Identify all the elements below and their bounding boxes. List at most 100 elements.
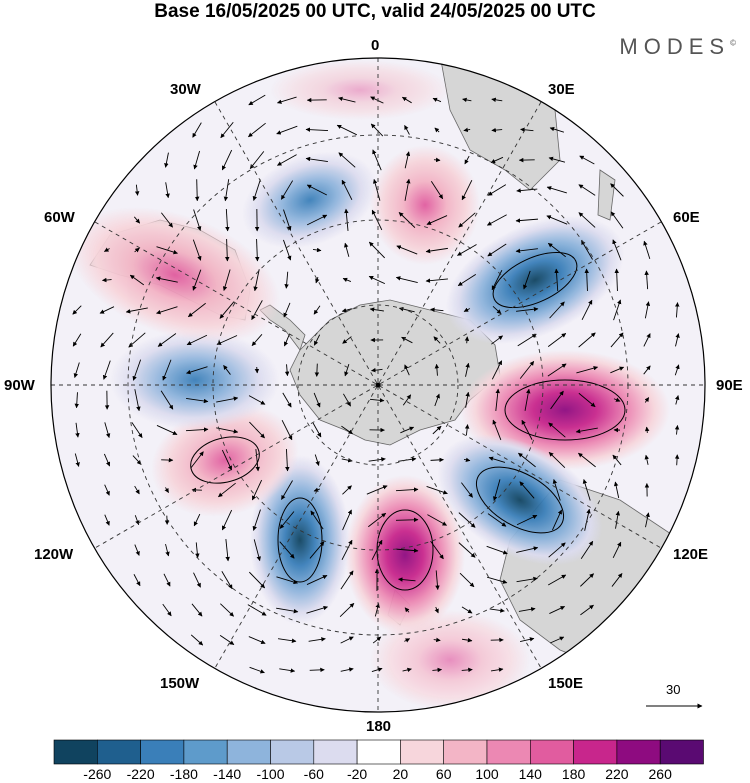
wind-vector xyxy=(102,360,111,380)
wind-vector xyxy=(434,363,440,376)
colorbar-tick-label: 220 xyxy=(605,766,629,782)
wind-vector xyxy=(342,509,352,531)
north-atlantic-ridge-anomaly xyxy=(270,60,450,120)
wind-vector xyxy=(674,454,680,466)
wind-vector xyxy=(486,214,507,226)
wind-vector xyxy=(341,308,352,313)
wind-vector xyxy=(156,425,178,435)
wind-vector xyxy=(74,453,80,467)
wind-vector xyxy=(432,425,442,435)
wind-vector xyxy=(219,301,235,319)
wind-vector xyxy=(249,421,265,439)
wind-vector xyxy=(492,306,502,314)
lon-label-90e: 90E xyxy=(716,377,743,394)
wind-vector xyxy=(313,487,321,492)
wind-vector xyxy=(221,449,233,471)
meridian-line xyxy=(214,101,542,669)
wind-vector xyxy=(644,397,650,403)
east-pacific-ridge-anomaly xyxy=(151,403,299,517)
wind-vector xyxy=(161,212,173,228)
wind-vector xyxy=(516,546,539,553)
wind-vector xyxy=(546,186,567,194)
wind-vector xyxy=(463,307,471,312)
colorbar-swatch xyxy=(486,739,531,765)
wind-vector xyxy=(613,481,620,499)
wind-vector xyxy=(305,127,329,132)
wind-vector xyxy=(434,393,440,407)
wind-vector xyxy=(340,667,354,672)
wind-vector xyxy=(103,453,111,467)
wind-vector xyxy=(461,179,473,201)
wind-vector xyxy=(253,539,261,562)
madagascar-land xyxy=(597,169,616,221)
wind-vector xyxy=(523,270,531,290)
colorbar-swatch xyxy=(659,739,704,765)
wind-vector xyxy=(338,96,356,103)
wind-vector xyxy=(491,269,503,291)
atlantic-trough-anomaly xyxy=(242,151,378,249)
wind-vector xyxy=(426,485,448,495)
wind-vector xyxy=(402,394,412,406)
north-pacific-ridge-anomaly xyxy=(370,610,530,710)
wind-vector xyxy=(547,363,567,377)
wind-vector xyxy=(134,544,140,556)
wind-vector xyxy=(548,452,566,468)
wind-vector xyxy=(550,636,565,644)
colorbar-tick-label: -260 xyxy=(83,766,111,782)
wind-vector xyxy=(72,305,82,315)
wind-vector xyxy=(219,634,235,646)
wind-vector xyxy=(191,603,203,617)
wind-vector xyxy=(517,333,537,347)
wind-vector xyxy=(404,178,411,201)
wind-vector xyxy=(254,366,260,374)
central-pacific-trough-anomaly xyxy=(250,455,350,625)
colorbar-tick-label: -20 xyxy=(347,766,367,782)
wind-vector xyxy=(221,570,233,590)
wind-vector xyxy=(404,125,410,135)
wind-vector xyxy=(279,541,295,559)
wind-vector xyxy=(276,96,297,104)
wind-vector xyxy=(255,449,260,472)
wind-vector xyxy=(223,365,231,375)
wind-vector xyxy=(524,388,531,411)
wind-vector xyxy=(576,365,599,374)
wind-vector xyxy=(340,636,354,644)
wind-vector xyxy=(282,392,292,408)
wind-vector xyxy=(575,427,598,434)
colorbar-swatch xyxy=(400,739,444,765)
wind-vector xyxy=(547,242,566,258)
wind-vector xyxy=(614,268,619,292)
wind-vector xyxy=(276,125,298,135)
wind-vector xyxy=(336,124,358,136)
wind-vector xyxy=(104,247,110,252)
wind-vector xyxy=(216,335,238,345)
wind-vector xyxy=(133,216,141,224)
wind-vector xyxy=(492,479,501,502)
sa-ridge-anomaly xyxy=(370,145,480,265)
wind-vector xyxy=(306,184,327,196)
wind-vector xyxy=(578,212,596,228)
wind-vector xyxy=(370,96,384,104)
wind-vector xyxy=(395,548,419,553)
wind-vector xyxy=(675,302,680,318)
wind-vector xyxy=(368,457,386,462)
wind-vector xyxy=(457,273,477,287)
wind-vector xyxy=(457,244,477,256)
wind-vector xyxy=(400,426,415,434)
wind-vector xyxy=(495,388,500,411)
wind-vector xyxy=(225,539,230,562)
lon-label-30w: 30W xyxy=(170,81,201,98)
wind-vector xyxy=(395,487,419,492)
wind-vector xyxy=(458,512,476,528)
wind-vector xyxy=(433,637,441,643)
wind-vector xyxy=(487,184,507,196)
wind-vector xyxy=(644,454,650,465)
wind-vector xyxy=(491,335,504,345)
wind-vector xyxy=(430,307,444,312)
wind-vector xyxy=(489,608,505,613)
wind-vector xyxy=(521,419,533,440)
wind-vector xyxy=(369,307,384,312)
colorbar-swatch xyxy=(226,739,271,765)
wind-vector xyxy=(72,333,82,347)
